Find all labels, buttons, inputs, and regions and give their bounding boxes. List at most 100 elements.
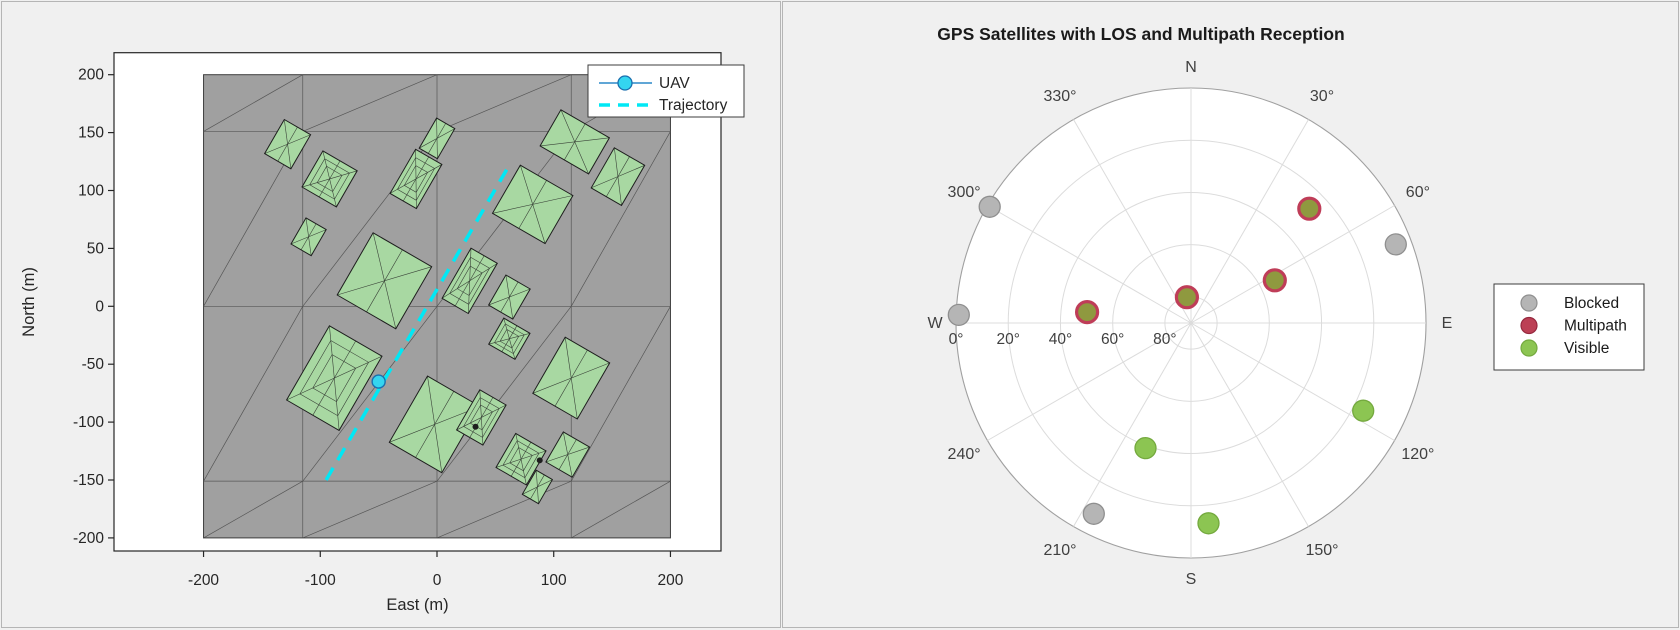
roof-inset <box>469 404 493 431</box>
satellite-marker-multipath <box>1297 196 1322 221</box>
satellite-marker-blocked <box>1384 233 1407 256</box>
roof-inset <box>309 158 350 200</box>
compass-label: E <box>1442 315 1453 332</box>
roof-inset <box>299 340 370 417</box>
compass-label: 240° <box>948 446 981 463</box>
x-tick-label: -200 <box>188 572 219 589</box>
building-roof-mesh <box>488 318 531 360</box>
satellite-marker-multipath <box>1262 268 1287 293</box>
mesh-diagonal <box>302 306 438 482</box>
roof-inset <box>312 354 357 403</box>
building-roof-mesh <box>545 431 590 478</box>
roof-line <box>415 391 455 458</box>
roof-inset <box>463 397 500 438</box>
map-legend: UAV Trajectory <box>587 64 745 118</box>
roof-line <box>510 441 532 477</box>
building <box>336 232 433 330</box>
building-roof-mesh <box>301 150 358 207</box>
compass-label: N <box>1185 59 1197 76</box>
compass-label: S <box>1186 571 1197 588</box>
y-tick-label: -200 <box>73 530 104 547</box>
roof-line <box>558 439 577 470</box>
y-tick-label: 100 <box>78 183 104 200</box>
roof-inset <box>403 165 429 193</box>
x-tick-label: -100 <box>305 572 336 589</box>
y-tick-label: 150 <box>78 125 104 142</box>
y-tick-label: -100 <box>73 414 104 431</box>
roof-inset <box>396 157 436 201</box>
building-roof-mesh <box>389 149 443 209</box>
x-axis-label: East (m) <box>386 596 448 614</box>
roof-inset <box>502 440 540 479</box>
skyplot-chart: GPS Satellites with LOS and Multipath Re… <box>927 24 1645 588</box>
uav-marker <box>371 374 386 389</box>
azimuth-spoke <box>987 322 1192 441</box>
building <box>389 148 443 210</box>
building <box>455 389 507 446</box>
roof-inset <box>499 328 520 349</box>
building <box>521 469 554 505</box>
ticks <box>108 74 672 557</box>
roof-line <box>366 249 403 313</box>
building-roof-mesh <box>286 325 383 431</box>
compass-label: W <box>927 315 943 332</box>
roof-line <box>428 123 446 154</box>
x-tick-label: 0 <box>433 572 442 589</box>
mesh-diagonal <box>436 480 572 539</box>
legend-label-multipath: Multipath <box>1564 318 1627 335</box>
building-roof-mesh <box>441 248 498 314</box>
roof-line <box>300 223 317 251</box>
azimuth-spoke <box>1190 322 1309 527</box>
mesh-diagonal <box>203 74 303 132</box>
legend-marker-visible <box>1520 339 1538 357</box>
elevation-tick-label: 60° <box>1101 331 1124 348</box>
city-map-panel: -200 -100 0 100 200 -200 -150 -100 -50 0 50 100 150 2… <box>1 1 781 628</box>
y-tick-label: 200 <box>78 67 104 84</box>
azimuth-spoke <box>1073 322 1192 527</box>
roof-inset <box>494 323 525 355</box>
mesh-diagonal <box>203 306 304 482</box>
building <box>487 274 531 320</box>
building-roof-mesh <box>290 217 327 256</box>
compass-label: 30° <box>1310 88 1334 105</box>
legend-marker-blocked <box>1520 294 1538 312</box>
building <box>532 336 611 420</box>
building <box>441 247 498 315</box>
axes-frame <box>113 52 722 552</box>
roof-line <box>312 340 356 416</box>
legend-uav-marker <box>617 75 633 91</box>
roof-line <box>554 349 588 407</box>
elevation-tick-label: 40° <box>1049 331 1072 348</box>
building <box>418 117 456 160</box>
legend-box <box>587 64 745 118</box>
satellite-marker-visible <box>1197 512 1220 535</box>
elevation-tick-label: 20° <box>996 331 1019 348</box>
compass-label: 60° <box>1406 184 1430 201</box>
mesh-diagonal <box>570 306 671 482</box>
building <box>388 375 481 474</box>
azimuth-spoke <box>1190 205 1395 324</box>
y-tick-label: -150 <box>73 472 104 489</box>
building-roof-mesh <box>456 389 507 446</box>
legend-box <box>1493 283 1645 371</box>
azimuth-spoke <box>987 205 1192 324</box>
city-map-chart: -200 -100 0 100 200 -200 -150 -100 -50 0 50 100 150 2… <box>20 52 745 614</box>
compass-label: 300° <box>948 184 981 201</box>
building-roof-mesh <box>540 109 610 175</box>
legend-label-visible: Visible <box>1564 340 1609 357</box>
map-dot <box>536 457 543 464</box>
mesh-diagonal <box>436 74 572 132</box>
x-tick-label: 200 <box>658 572 684 589</box>
x-tick-label: 100 <box>541 572 567 589</box>
skyplot-title: GPS Satellites with LOS and Multipath Re… <box>937 24 1344 44</box>
mesh-diagonal <box>570 131 671 307</box>
building-roof-mesh <box>495 433 547 486</box>
compass-label: 330° <box>1043 88 1076 105</box>
building-roof-mesh <box>522 470 553 504</box>
satellite-marker-blocked <box>1082 502 1105 525</box>
building-roof-mesh <box>337 232 432 329</box>
roof-inset <box>456 265 483 296</box>
satellite-marker-blocked <box>978 195 1001 218</box>
compass-label: 120° <box>1401 446 1434 463</box>
